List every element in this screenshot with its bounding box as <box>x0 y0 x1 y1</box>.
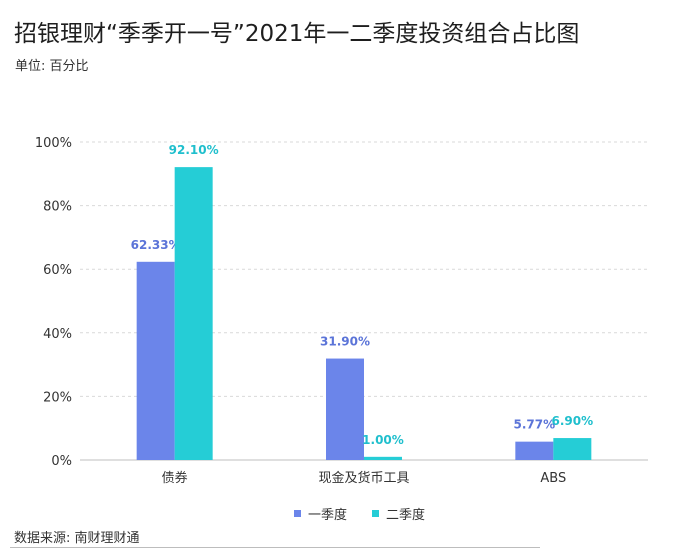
unit-label: 单位: 百分比 <box>15 59 89 74</box>
bar-q2 <box>553 438 592 460</box>
y-tick-label: 0% <box>51 454 72 469</box>
data-label: 5.77% <box>514 418 556 432</box>
bar-q2 <box>174 167 213 460</box>
y-tick-label: 20% <box>43 390 72 405</box>
x-tick-label: ABS <box>540 471 566 486</box>
bar-q1 <box>515 441 554 460</box>
data-label: 6.90% <box>552 414 594 428</box>
x-tick-label: 现金及货币工具 <box>318 470 409 486</box>
legend-swatch <box>294 510 301 517</box>
y-tick-label: 100% <box>35 136 72 151</box>
y-tick-label: 80% <box>43 200 72 215</box>
y-tick-label: 40% <box>43 327 72 342</box>
chart-title: 招银理财“季季开一号”2021年一二季度投资组合占比图 <box>14 21 580 47</box>
x-tick-label: 债券 <box>162 470 188 486</box>
data-label: 62.33% <box>131 238 181 252</box>
y-tick-label: 60% <box>43 263 72 278</box>
bar-q2 <box>364 456 402 460</box>
legend-label: 一季度 <box>308 507 347 523</box>
footer-divider <box>10 547 540 548</box>
bar-q1 <box>136 261 175 460</box>
legend-label: 二季度 <box>386 507 425 523</box>
data-label: 92.10% <box>169 143 219 157</box>
legend-swatch <box>372 510 379 517</box>
bar-q1 <box>326 358 364 460</box>
data-source: 数据来源: 南财理财通 <box>14 531 140 546</box>
data-label: 1.00% <box>362 433 404 447</box>
data-label: 31.90% <box>320 335 370 349</box>
